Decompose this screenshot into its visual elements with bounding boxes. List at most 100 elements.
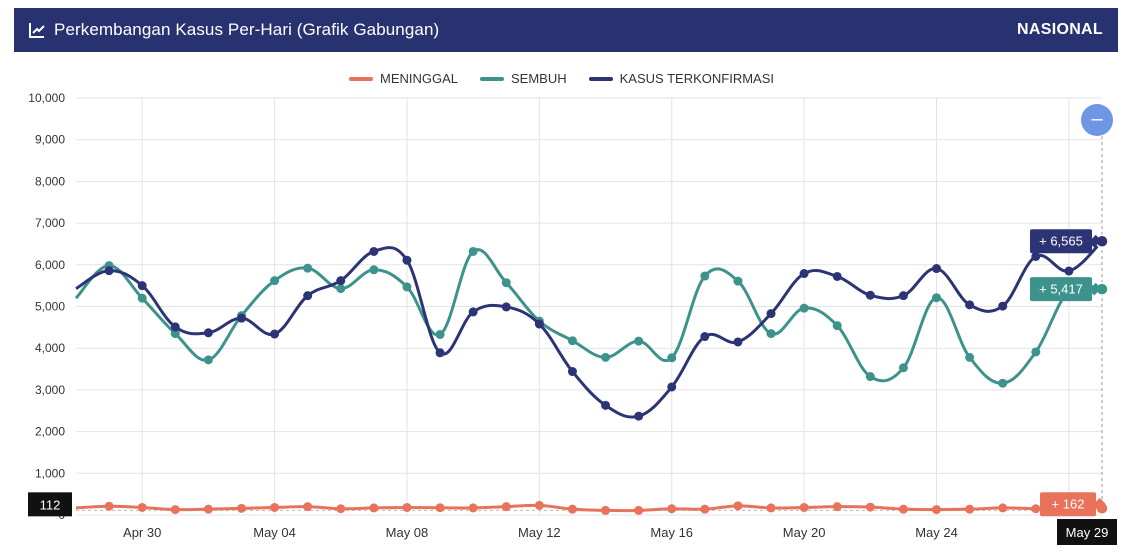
data-point — [369, 265, 379, 275]
data-point — [932, 293, 942, 303]
data-point — [965, 300, 975, 310]
y-tick-label: 9,000 — [35, 133, 65, 147]
data-point — [667, 353, 677, 363]
y-tick-label: 4,000 — [35, 341, 65, 355]
legend-item-sembuh[interactable]: SEMBUH — [480, 71, 567, 86]
chart-legend: MENINGGAL SEMBUH KASUS TERKONFIRMASI — [0, 71, 1123, 86]
data-point — [402, 282, 412, 292]
meninggal-series — [75, 500, 1109, 515]
x-tick-label: May 24 — [915, 525, 958, 540]
data-point — [137, 281, 147, 291]
data-point — [369, 246, 379, 256]
legend-label: SEMBUH — [511, 71, 567, 86]
data-point — [567, 504, 577, 514]
legend-item-meninggal[interactable]: MENINGGAL — [349, 71, 458, 86]
legend-swatch — [349, 76, 373, 81]
series-line — [75, 240, 1104, 419]
data-point — [998, 301, 1008, 311]
data-point — [336, 504, 346, 514]
data-point — [634, 411, 644, 421]
data-point — [170, 505, 180, 515]
tooltip-arrow — [1092, 497, 1106, 511]
legend-swatch — [588, 76, 613, 81]
data-point — [468, 246, 478, 256]
data-point — [203, 355, 213, 365]
data-point — [799, 502, 809, 512]
region-label[interactable]: NASIONAL — [1017, 21, 1103, 38]
crosshair-x-text: May 29 — [1066, 525, 1109, 540]
x-tick-label: May 12 — [518, 525, 561, 540]
tooltip-sembuh: + 5,417 — [1030, 277, 1102, 302]
tooltip-text: + 6,565 — [1039, 234, 1083, 249]
tooltip-kasus: + 6,565 — [1030, 229, 1102, 254]
data-point — [270, 276, 280, 286]
data-point — [1031, 504, 1041, 514]
tooltip-box — [1030, 277, 1092, 302]
data-point — [601, 400, 611, 410]
data-point — [534, 319, 544, 329]
x-tick-label: May 04 — [253, 525, 296, 540]
data-point — [303, 291, 313, 301]
data-point — [468, 307, 478, 317]
data-point — [799, 303, 809, 313]
crosshair-x-box — [1057, 519, 1117, 545]
data-point — [435, 348, 445, 358]
x-tick-label: Apr 30 — [123, 525, 161, 540]
data-point — [832, 502, 842, 512]
data-point — [634, 505, 644, 515]
data-point — [236, 313, 246, 323]
data-point — [766, 329, 776, 339]
data-point — [865, 502, 875, 512]
data-point — [104, 501, 114, 511]
data-point — [634, 336, 644, 346]
data-point — [369, 503, 379, 513]
series-line — [75, 503, 1103, 513]
legend-item-kasus[interactable]: KASUS TERKONFIRMASI — [588, 71, 774, 86]
chart-title: Perkembangan Kasus Per-Hari (Grafik Gabu… — [54, 20, 440, 39]
data-point — [965, 504, 975, 514]
data-point — [501, 302, 511, 312]
data-point — [336, 276, 346, 286]
data-point — [700, 271, 710, 281]
data-point — [700, 332, 710, 342]
data-point — [766, 503, 776, 513]
data-point — [932, 505, 942, 515]
data-point — [104, 266, 114, 276]
data-point — [336, 284, 346, 294]
tooltip-arrow — [1088, 234, 1102, 248]
data-point — [965, 352, 975, 362]
data-point — [137, 502, 147, 512]
data-point — [270, 502, 280, 512]
data-point — [733, 276, 743, 286]
zoom-out-button[interactable]: – — [1081, 104, 1113, 136]
data-point — [435, 503, 445, 513]
tooltip-box — [1030, 229, 1092, 254]
data-point — [236, 503, 246, 513]
crosshair-y-text: 112 — [40, 497, 61, 512]
data-point — [832, 271, 842, 281]
data-point — [601, 505, 611, 515]
data-point — [898, 291, 908, 301]
crosshair-x-label: May 29 — [1057, 519, 1117, 545]
x-tick-label: May 08 — [386, 525, 429, 540]
data-point — [435, 329, 445, 339]
x-tick-label: May 16 — [650, 525, 693, 540]
data-point — [303, 263, 313, 273]
line-chart-icon — [29, 23, 45, 38]
data-point — [137, 293, 147, 303]
series-line — [74, 248, 1103, 385]
data-point — [832, 321, 842, 331]
data-point — [799, 269, 809, 279]
data-point — [534, 500, 544, 510]
data-point — [501, 278, 511, 288]
x-tick-label: May 20 — [783, 525, 826, 540]
data-point — [303, 502, 313, 512]
y-tick-label: 10,000 — [28, 91, 65, 105]
y-tick-label: 6,000 — [35, 258, 65, 272]
data-point — [402, 255, 412, 265]
legend-label: KASUS TERKONFIRMASI — [619, 71, 774, 86]
tooltip-arrow — [1088, 282, 1102, 296]
y-tick-label: 5,000 — [35, 300, 65, 314]
y-tick-label: 3,000 — [35, 383, 65, 397]
